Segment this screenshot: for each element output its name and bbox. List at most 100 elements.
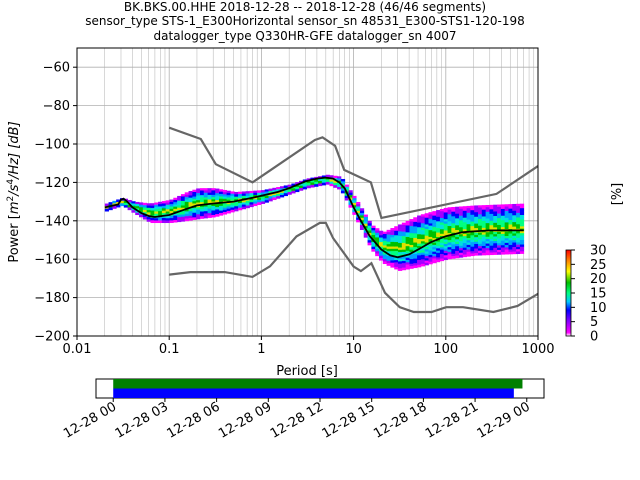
density-cell [306, 183, 311, 186]
density-cell [401, 256, 407, 259]
density-cell [386, 248, 391, 252]
density-cell [500, 222, 506, 226]
density-cell [481, 214, 487, 217]
density-cell [363, 225, 368, 229]
density-cell [500, 220, 506, 223]
density-cell [500, 211, 506, 214]
density-cell [417, 260, 422, 263]
density-cell [443, 223, 448, 227]
density-cell [428, 230, 433, 233]
density-cell [424, 253, 429, 257]
density-cell [516, 235, 521, 239]
density-cell [470, 219, 475, 222]
density-cell [394, 260, 399, 263]
density-cell [169, 199, 174, 203]
density-cell [363, 219, 368, 222]
density-cell [508, 208, 513, 212]
density-cell [451, 246, 456, 250]
density-cell [359, 210, 365, 214]
density-cell [443, 246, 448, 249]
density-cell [184, 211, 189, 215]
density-cell [199, 209, 205, 212]
density-cell [131, 201, 136, 204]
density-cell [184, 201, 189, 205]
density-cell [180, 219, 186, 222]
density-cell [436, 246, 441, 249]
density-cell [451, 249, 456, 252]
density-cell [493, 227, 498, 230]
density-cell [451, 228, 456, 231]
density-cell [508, 235, 513, 239]
density-cell [127, 207, 132, 211]
density-cell [458, 252, 464, 256]
density-cell [500, 206, 506, 210]
density-cell [504, 240, 509, 244]
density-cell [466, 221, 471, 225]
density-cell [352, 212, 357, 215]
density-cell [165, 202, 170, 206]
density-cell [158, 218, 163, 221]
density-cell [169, 218, 174, 221]
density-cell [512, 215, 517, 218]
density-cell [260, 196, 266, 200]
density-cell [493, 213, 498, 217]
density-cell [478, 218, 483, 222]
density-cell [226, 206, 231, 209]
density-cell [405, 266, 410, 270]
density-cell [443, 219, 448, 222]
density-cell [405, 246, 410, 249]
density-cell [443, 253, 448, 256]
density-cell [420, 218, 426, 222]
density-cell [241, 204, 247, 208]
density-cell [504, 231, 509, 235]
timeline-tick-label: 12-28 21 [423, 399, 481, 441]
timeline-tick-label: 12-28 15 [320, 399, 378, 441]
density-cell [405, 264, 410, 268]
density-cell [405, 239, 410, 242]
density-cell [180, 198, 186, 202]
density-cell [226, 197, 231, 200]
density-cell [238, 191, 243, 195]
density-cell [508, 215, 513, 219]
density-cell [184, 208, 189, 212]
density-cell [359, 208, 365, 211]
density-cell [394, 235, 399, 238]
timeline-bar [113, 388, 514, 398]
density-cell [489, 213, 494, 217]
density-cell [489, 245, 494, 249]
density-cell [219, 198, 224, 202]
density-cell [447, 251, 452, 255]
density-cell [485, 214, 490, 217]
x-tick-label: 1 [257, 342, 265, 357]
density-cell [192, 217, 197, 220]
density-cell [165, 207, 170, 210]
density-cell [375, 235, 380, 238]
density-cell [245, 200, 250, 204]
density-cell [447, 221, 452, 224]
density-cell [504, 217, 509, 221]
density-cell [390, 262, 395, 266]
density-cell [478, 239, 483, 242]
colorbar-tick-label: 15 [590, 287, 607, 302]
density-cell [230, 202, 235, 206]
density-cell [123, 205, 129, 208]
density-cell [417, 252, 422, 256]
density-cell [196, 197, 201, 201]
density-cell [512, 226, 517, 230]
density-cell [378, 239, 384, 243]
density-cell [146, 216, 151, 220]
density-cell [234, 203, 239, 207]
density-cell [424, 251, 429, 255]
density-cell [455, 211, 460, 214]
density-cell [417, 241, 422, 244]
title-line-3: datalogger_type Q330HR-GFE datalogger_sn… [154, 29, 457, 43]
timeline-tick-label: 12-28 03 [113, 399, 171, 441]
density-cell [405, 220, 410, 224]
density-cell [253, 192, 258, 196]
density-cell [158, 211, 163, 214]
density-cell [455, 239, 460, 242]
density-cell [203, 201, 208, 205]
density-cell [142, 216, 148, 220]
density-cell [447, 249, 452, 253]
density-cell [478, 207, 483, 211]
